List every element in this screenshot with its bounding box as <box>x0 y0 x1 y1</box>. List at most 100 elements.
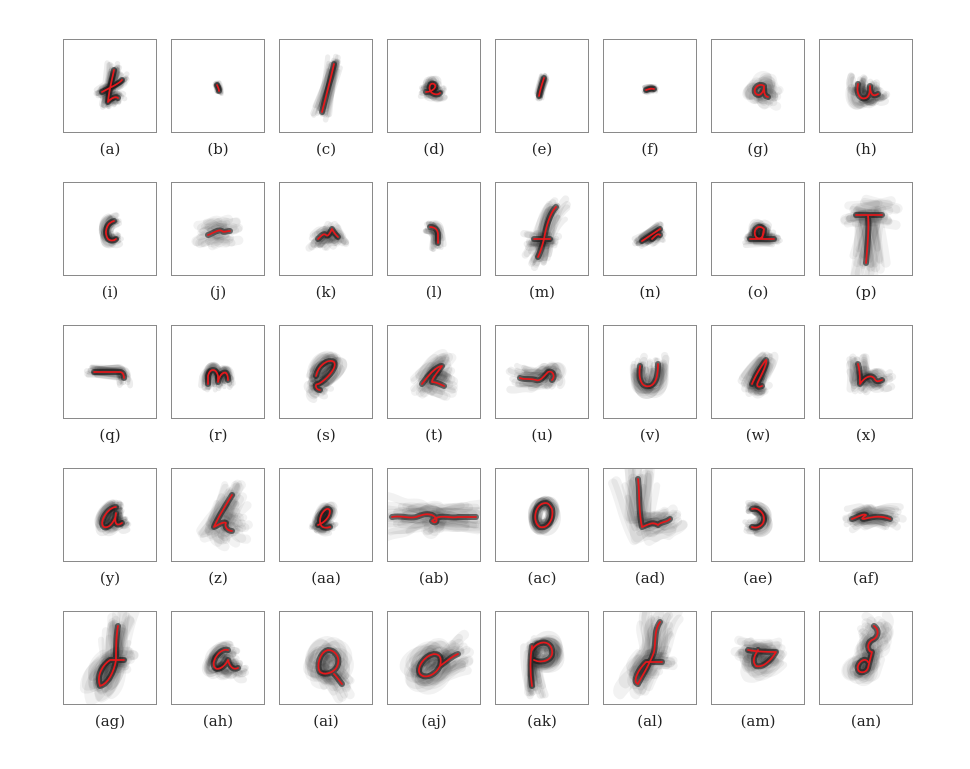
trajectory-panel <box>711 325 805 419</box>
density-cloud <box>520 195 571 272</box>
trajectory-plot <box>422 220 447 252</box>
density-cloud <box>845 72 891 110</box>
trajectory-panel <box>819 611 913 705</box>
trajectory-panel <box>711 39 805 133</box>
trajectory-plot <box>842 502 907 534</box>
mean-trajectory <box>321 63 335 113</box>
trajectory-panel <box>711 468 805 562</box>
trajectory-panel <box>63 325 157 419</box>
density-cloud <box>742 500 773 538</box>
trajectory-panel <box>495 39 589 133</box>
trajectory-panel <box>387 325 481 419</box>
panel-label: (ae) <box>743 569 773 587</box>
mean-trajectory <box>638 363 659 388</box>
trajectory-panel <box>279 325 373 419</box>
density-cloud <box>191 214 244 251</box>
trajectory-panel <box>819 39 913 133</box>
panel-label: (r) <box>208 426 228 444</box>
density-cloud <box>83 364 134 389</box>
panel-label: (ah) <box>202 712 234 730</box>
panel-label: (p) <box>855 283 877 301</box>
mean-trajectory <box>101 506 123 529</box>
mean-trajectory <box>751 359 768 388</box>
mean-trajectory <box>637 478 671 528</box>
mean-trajectory <box>747 649 777 668</box>
trajectory-panel <box>603 325 697 419</box>
panel-label: (ak) <box>527 712 557 730</box>
panel-label: (f) <box>641 140 659 158</box>
mean-trajectory <box>98 625 125 687</box>
panel-label: (ai) <box>313 712 339 730</box>
panel-label: (aj) <box>421 712 447 730</box>
trajectory-plot <box>305 220 350 252</box>
mean-trajectory <box>213 494 233 532</box>
panel-label: (ag) <box>94 712 126 730</box>
trajectory-panel <box>63 468 157 562</box>
trajectory-plot <box>629 351 670 399</box>
trajectory-plot <box>613 612 684 700</box>
density-cloud <box>505 361 567 394</box>
trajectory-plot <box>840 194 903 275</box>
mean-trajectory <box>429 226 439 244</box>
panel-label: (j) <box>209 283 227 301</box>
trajectory-panel <box>171 39 265 133</box>
trajectory-panel <box>603 611 697 705</box>
trajectory-plot <box>730 635 788 683</box>
trajectory-plot <box>83 364 134 389</box>
trajectory-plot <box>737 351 779 399</box>
mean-trajectory <box>634 621 663 685</box>
density-cloud <box>308 501 339 537</box>
mean-trajectory <box>105 220 117 242</box>
panel-label: (i) <box>101 283 119 301</box>
trajectory-panel <box>387 182 481 276</box>
trajectory-plot <box>742 71 784 111</box>
panel-label: (g) <box>747 140 769 158</box>
mean-trajectory <box>751 507 765 529</box>
trajectory-panel <box>63 611 157 705</box>
density-cloud <box>608 469 688 546</box>
trajectory-plot <box>308 501 339 537</box>
trajectory-plot <box>94 499 132 537</box>
trajectory-plot <box>98 212 124 249</box>
trajectory-plot <box>742 500 773 538</box>
mean-trajectory <box>534 502 554 529</box>
density-cloud <box>310 53 343 123</box>
panel-label: (q) <box>99 426 121 444</box>
trajectory-plot <box>631 220 667 249</box>
mean-trajectory <box>418 653 459 678</box>
trajectory-panel <box>171 468 265 562</box>
trajectory-plot <box>191 214 244 251</box>
mean-trajectory <box>207 369 229 385</box>
trajectory-plot <box>212 80 225 97</box>
density-cloud <box>520 630 565 700</box>
trajectory-panel <box>171 611 265 705</box>
mean-trajectory <box>425 82 441 96</box>
mean-trajectory <box>533 206 557 258</box>
trajectory-plot <box>520 195 571 272</box>
density-cloud <box>388 491 480 542</box>
density-cloud <box>79 612 140 704</box>
mean-trajectory <box>317 649 343 685</box>
trajectory-plot <box>410 348 459 401</box>
density-cloud <box>742 71 784 111</box>
panel-label: (u) <box>531 426 553 444</box>
trajectory-panel <box>171 182 265 276</box>
mean-trajectory <box>314 360 336 391</box>
mean-trajectory <box>857 363 883 385</box>
mean-trajectory <box>529 641 554 687</box>
panel-label: (y) <box>99 569 121 587</box>
trajectory-plot <box>534 72 550 102</box>
trajectory-panel <box>279 611 373 705</box>
panel-label: (b) <box>207 140 229 158</box>
trajectory-plot <box>742 218 783 249</box>
trajectory-panel <box>171 325 265 419</box>
panel-label: (a) <box>99 140 121 158</box>
panel-label: (e) <box>531 140 553 158</box>
trajectory-panel <box>279 468 373 562</box>
mean-trajectory <box>645 87 655 91</box>
mean-trajectory <box>855 214 883 264</box>
panel-label: (m) <box>529 283 555 301</box>
trajectory-panel <box>603 468 697 562</box>
trajectory-panel <box>495 611 589 705</box>
mean-trajectory <box>391 513 477 524</box>
